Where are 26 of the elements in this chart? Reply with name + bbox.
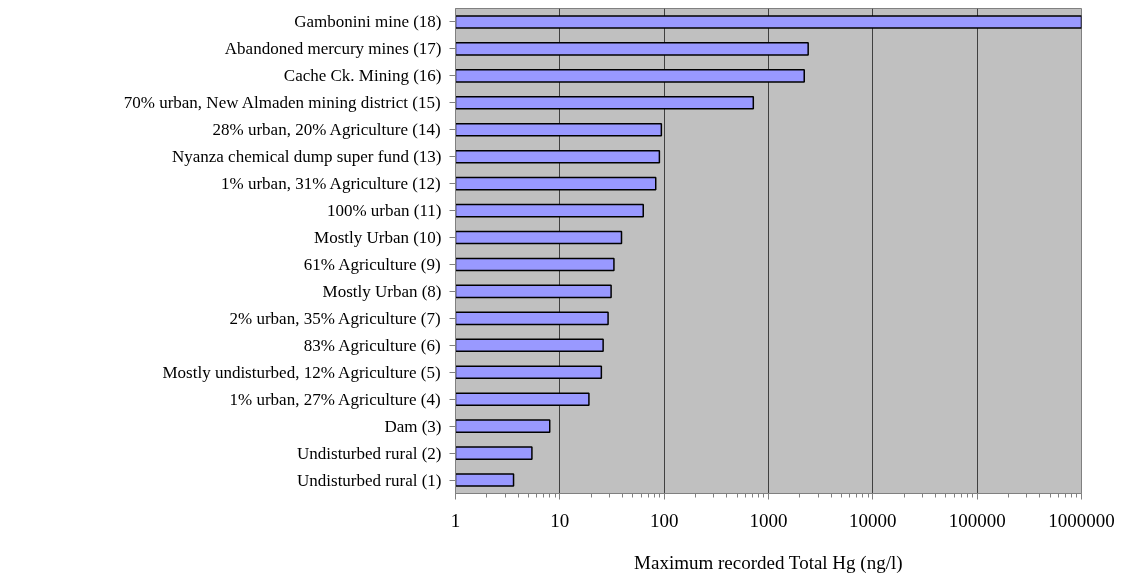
- y-tick-label: 61% Agriculture (9): [303, 254, 441, 274]
- y-tick-label: Undisturbed rural (1): [297, 470, 442, 490]
- y-tick-label: Cache Ck. Mining (16): [283, 66, 442, 86]
- y-tick-label: Abandoned mercury mines (17): [224, 39, 442, 59]
- x-tick-label: 10: [550, 509, 570, 531]
- x-tick-label: 1000: [749, 509, 788, 531]
- y-tick-label: Undisturbed rural (2): [297, 443, 442, 463]
- y-tick-label: 70% urban, New Almaden mining district (15): [123, 93, 441, 113]
- y-tick-label: 28% urban, 20% Agriculture (14): [212, 120, 441, 140]
- y-tick-label: Mostly Urban (10): [314, 228, 442, 248]
- y-tick-label: 2% urban, 35% Agriculture (7): [229, 308, 441, 328]
- y-tick-label: Mostly undisturbed, 12% Agriculture (5): [162, 362, 441, 382]
- x-tick-label: 100000: [948, 509, 1006, 531]
- x-tick-label: 100: [649, 509, 679, 531]
- x-tick-label: 1000000: [1048, 509, 1115, 531]
- y-tick-label: Dam (3): [384, 416, 442, 436]
- x-tick-label: 10000: [849, 509, 897, 531]
- y-tick-label: 1% urban, 31% Agriculture (12): [221, 174, 441, 194]
- y-tick-label: Gambonini mine (18): [294, 12, 442, 32]
- y-tick-label: 1% urban, 27% Agriculture (4): [229, 389, 441, 409]
- y-tick-label: 83% Agriculture (6): [303, 335, 441, 355]
- y-tick-label: 100% urban (11): [326, 201, 442, 221]
- x-tick-label: 1: [450, 509, 461, 531]
- y-tick-label: Mostly Urban (8): [322, 281, 442, 301]
- y-tick-label: Nyanza chemical dump super fund (13): [171, 147, 442, 167]
- x-axis-title: Maximum recorded Total Hg (ng/l): [634, 551, 903, 574]
